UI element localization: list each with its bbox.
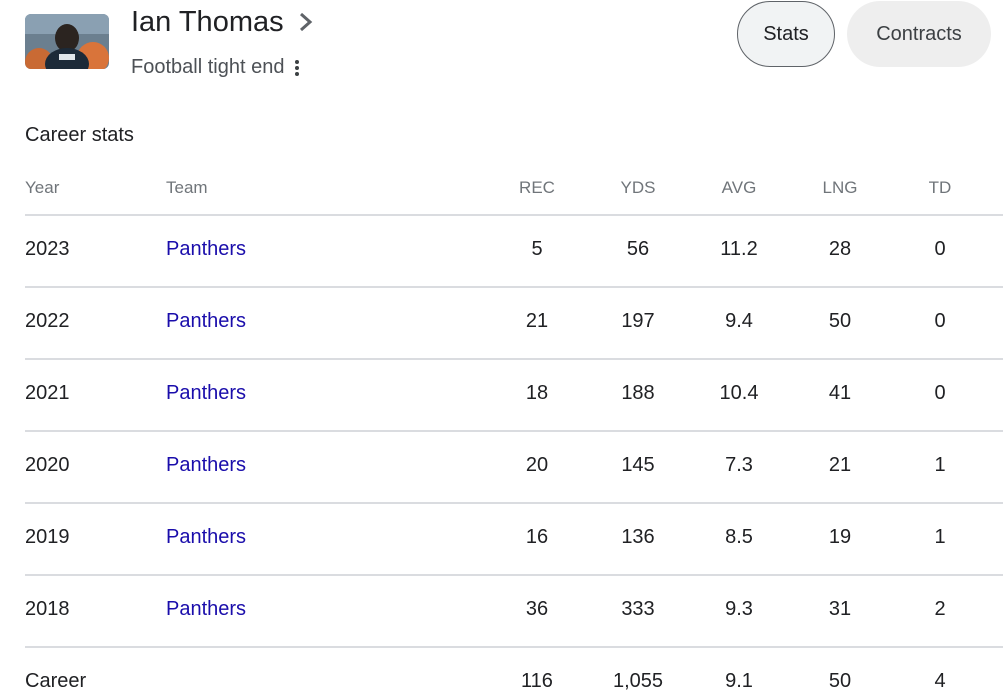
header-year: Year bbox=[25, 178, 60, 197]
team-link[interactable]: Panthers bbox=[166, 454, 247, 476]
cell-yds: 1,055 bbox=[612, 670, 664, 692]
player-title-link[interactable]: Ian Thomas bbox=[131, 4, 314, 40]
table-row: 2020 Panthers 20 145 7.3 21 1 bbox=[25, 432, 1003, 504]
player-photo-icon bbox=[25, 14, 109, 69]
table-row-career-total: Career 116 1,055 9.1 50 4 bbox=[25, 648, 1003, 694]
player-subtitle: Football tight end bbox=[131, 56, 285, 78]
cell-year: Career bbox=[25, 670, 87, 692]
career-stats-table: Year Team REC YDS AVG LNG TD 2023 Panthe… bbox=[25, 164, 1003, 694]
header-avg: AVG bbox=[721, 178, 757, 197]
cell-avg: 7.3 bbox=[725, 454, 753, 476]
cell-td: 4 bbox=[934, 670, 946, 692]
cell-lng: 50 bbox=[828, 670, 852, 692]
cell-lng: 19 bbox=[828, 526, 852, 548]
cell-td: 0 bbox=[934, 382, 946, 404]
team-link[interactable]: Panthers bbox=[166, 238, 247, 260]
cell-td: 0 bbox=[934, 310, 946, 332]
header-lng: LNG bbox=[822, 178, 858, 197]
cell-lng: 50 bbox=[828, 310, 852, 332]
cell-lng: 21 bbox=[828, 454, 852, 476]
player-name: Ian Thomas bbox=[131, 6, 284, 38]
tab-contracts[interactable]: Contracts bbox=[847, 1, 991, 67]
cell-yds: 136 bbox=[621, 526, 655, 548]
cell-td: 2 bbox=[934, 598, 946, 620]
cell-rec: 21 bbox=[525, 310, 549, 332]
cell-td: 1 bbox=[934, 526, 946, 548]
cell-avg: 8.5 bbox=[725, 526, 753, 548]
cell-rec: 36 bbox=[525, 598, 549, 620]
tab-stats[interactable]: Stats bbox=[737, 1, 835, 67]
cell-yds: 197 bbox=[621, 310, 655, 332]
table-row: 2021 Panthers 18 188 10.4 41 0 bbox=[25, 360, 1003, 432]
cell-year: 2022 bbox=[25, 310, 70, 332]
header-rec: REC bbox=[519, 178, 555, 197]
table-row: 2022 Panthers 21 197 9.4 50 0 bbox=[25, 288, 1003, 360]
table-row: 2019 Panthers 16 136 8.5 19 1 bbox=[25, 504, 1003, 576]
cell-rec: 18 bbox=[525, 382, 549, 404]
team-link[interactable]: Panthers bbox=[166, 310, 247, 332]
header-td: TD bbox=[928, 178, 952, 197]
table-row: 2018 Panthers 36 333 9.3 31 2 bbox=[25, 576, 1003, 648]
cell-rec: 16 bbox=[525, 526, 549, 548]
cell-year: 2018 bbox=[25, 598, 70, 620]
cell-lng: 28 bbox=[828, 238, 852, 260]
chevron-right-icon bbox=[299, 12, 312, 32]
team-link[interactable]: Panthers bbox=[166, 526, 247, 548]
cell-avg: 9.1 bbox=[725, 670, 753, 692]
table-header-row: Year Team REC YDS AVG LNG TD bbox=[25, 164, 1003, 216]
cell-lng: 41 bbox=[828, 382, 852, 404]
cell-avg: 9.3 bbox=[725, 598, 753, 620]
cell-year: 2021 bbox=[25, 382, 70, 404]
cell-avg: 11.2 bbox=[720, 238, 758, 260]
player-subtitle-row: Football tight end bbox=[131, 56, 302, 79]
cell-year: 2023 bbox=[25, 238, 70, 260]
section-title: Career stats bbox=[25, 124, 134, 146]
cell-rec: 5 bbox=[531, 238, 543, 260]
player-photo[interactable] bbox=[25, 14, 109, 69]
table-row: 2023 Panthers 5 56 11.2 28 0 bbox=[25, 216, 1003, 288]
cell-year: 2020 bbox=[25, 454, 70, 476]
cell-avg: 10.4 bbox=[719, 382, 759, 404]
cell-td: 1 bbox=[934, 454, 946, 476]
cell-yds: 56 bbox=[626, 238, 650, 260]
cell-td: 0 bbox=[934, 238, 946, 260]
cell-rec: 116 bbox=[521, 670, 553, 692]
cell-avg: 9.4 bbox=[725, 310, 753, 332]
cell-yds: 333 bbox=[621, 598, 655, 620]
cell-year: 2019 bbox=[25, 526, 70, 548]
header-team: Team bbox=[166, 178, 208, 197]
team-link[interactable]: Panthers bbox=[166, 598, 247, 620]
cell-rec: 20 bbox=[525, 454, 549, 476]
header-yds: YDS bbox=[620, 178, 656, 197]
cell-yds: 145 bbox=[621, 454, 655, 476]
team-link[interactable]: Panthers bbox=[166, 382, 247, 404]
cell-lng: 31 bbox=[828, 598, 852, 620]
cell-yds: 188 bbox=[621, 382, 655, 404]
more-options-icon[interactable] bbox=[292, 58, 302, 78]
